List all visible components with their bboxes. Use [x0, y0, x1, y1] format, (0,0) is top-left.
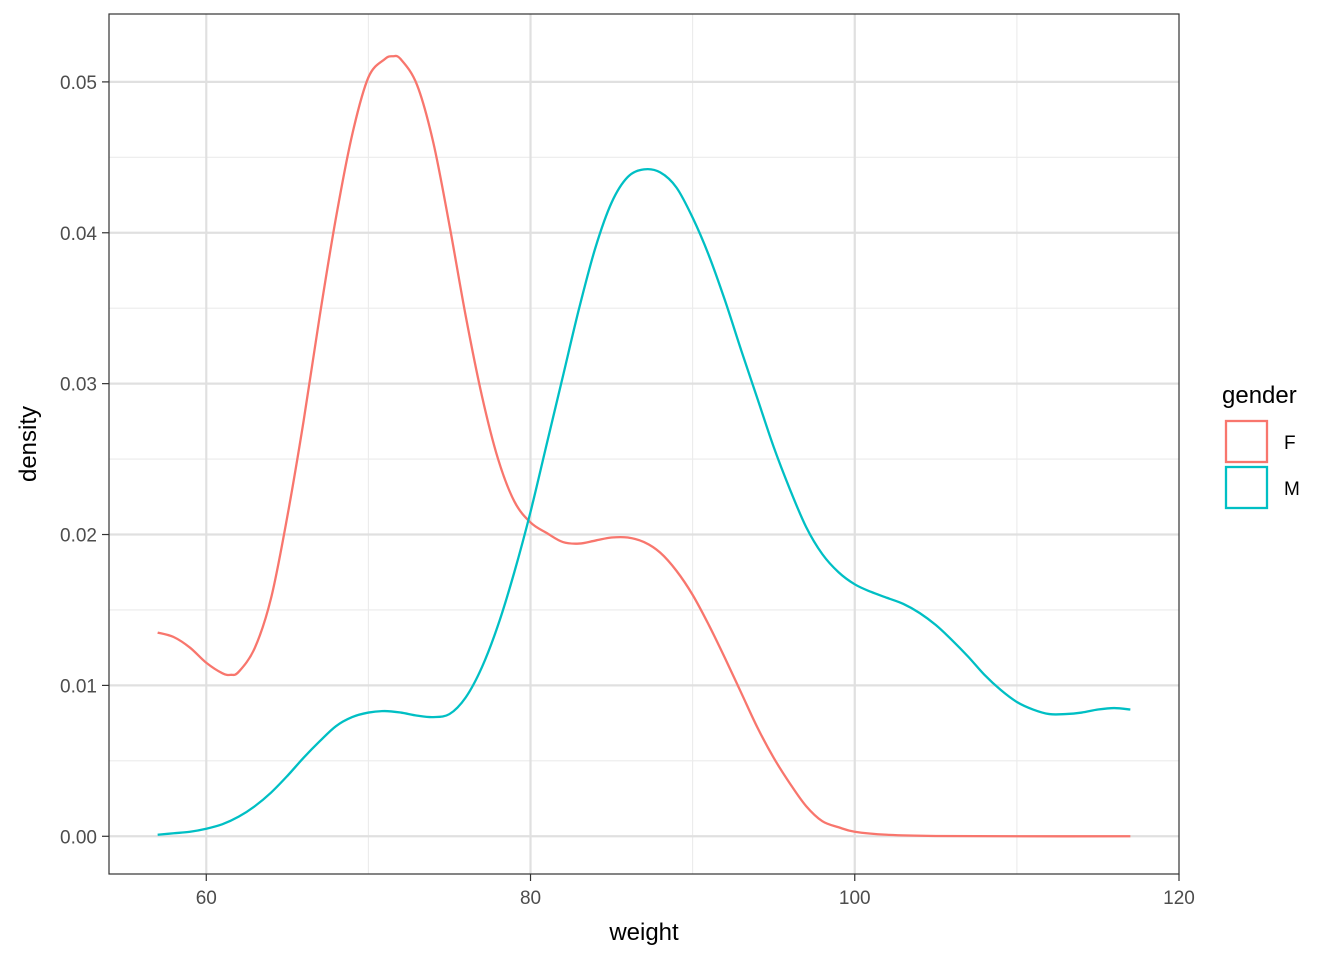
legend: gender FM: [1222, 382, 1300, 510]
x-tick-label: 100: [839, 888, 871, 909]
legend-key-m: [1224, 465, 1269, 510]
y-tick-label: 0.01: [60, 676, 97, 697]
legend-label-f: F: [1284, 433, 1296, 454]
y-tick-label: 0.00: [60, 827, 97, 848]
legend-items: FM: [1224, 419, 1300, 510]
major-gridlines: [109, 14, 1179, 874]
x-axis-title: weight: [608, 919, 679, 946]
x-tick-label: 120: [1163, 888, 1195, 909]
y-axis: 0.00 0.01 0.02 0.03 0.04 0.05: [60, 73, 109, 848]
series-line-m: [157, 167, 1131, 836]
series-lines: [157, 54, 1131, 838]
x-tick-label: 60: [196, 888, 217, 909]
plot-panel-border: [108, 13, 1180, 875]
y-tick-label: 0.03: [60, 375, 97, 396]
series-line-f: [157, 54, 1131, 838]
legend-label-m: M: [1284, 479, 1300, 500]
y-tick-label: 0.02: [60, 526, 97, 547]
y-axis-title: density: [15, 406, 42, 482]
legend-key-f: [1224, 419, 1269, 464]
minor-gridlines: [109, 14, 1179, 874]
y-tick-label: 0.04: [60, 224, 97, 245]
x-tick-label: 80: [520, 888, 541, 909]
plot-panel-background: [109, 14, 1179, 874]
y-tick-label: 0.05: [60, 73, 97, 94]
x-axis: 60 80 100 120: [196, 874, 1195, 909]
legend-title: gender: [1222, 382, 1297, 409]
